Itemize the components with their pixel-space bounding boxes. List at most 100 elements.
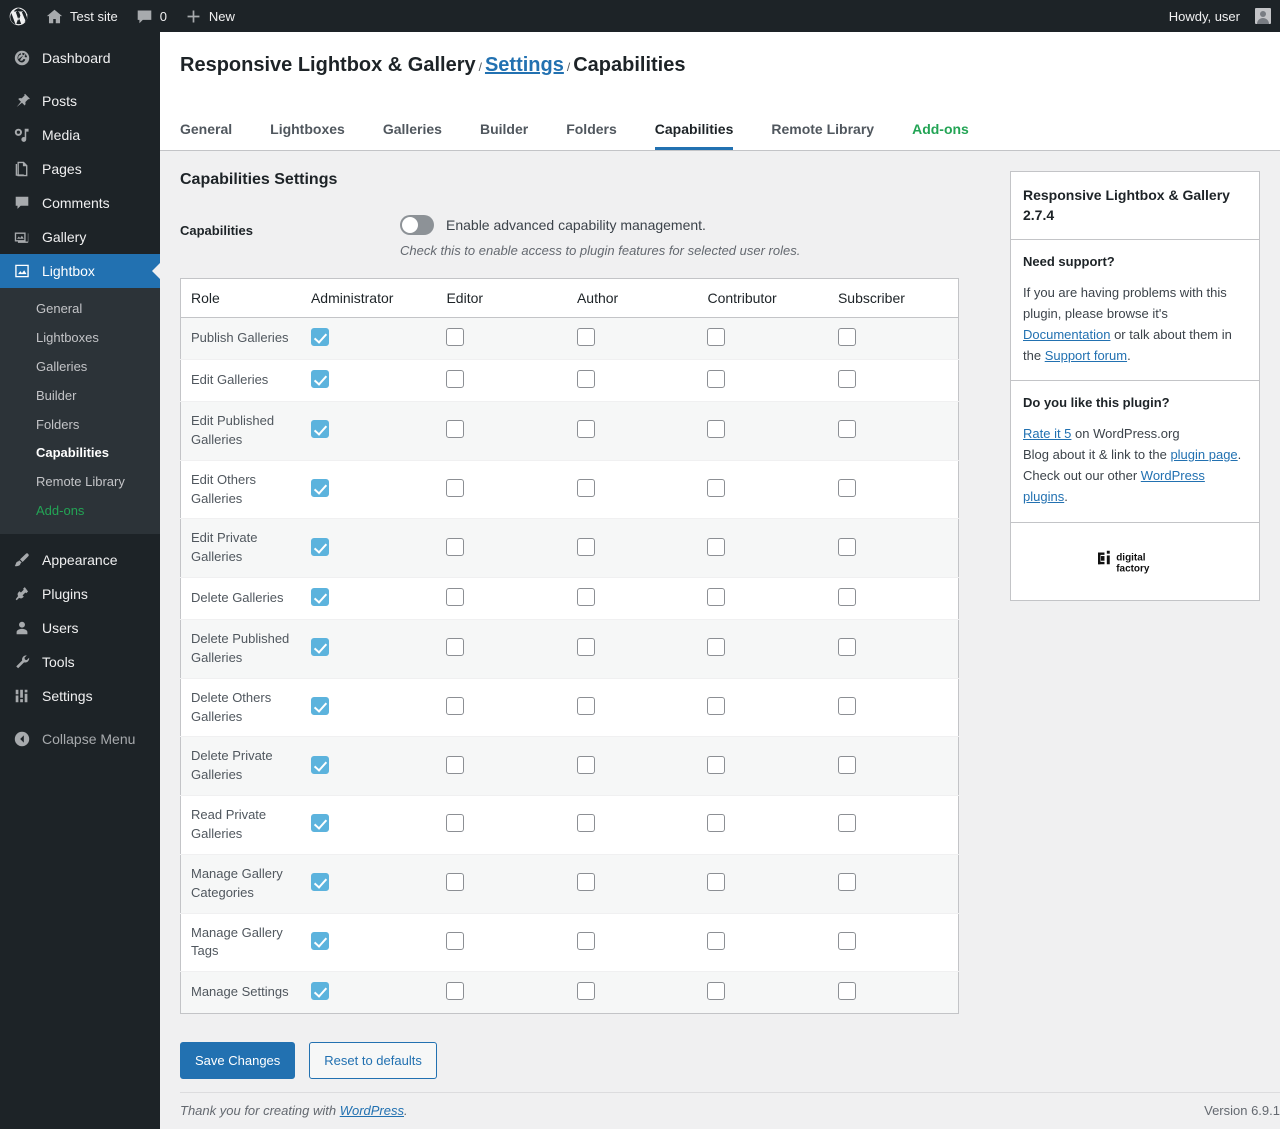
enable-advanced-capability-toggle[interactable] [400,215,434,235]
capability-checkbox-author[interactable] [576,931,595,950]
sidebar-item-tools[interactable]: Tools [0,645,160,679]
comments-menu[interactable]: 0 [127,0,176,32]
capability-checkbox-author[interactable] [576,588,595,607]
new-content-menu[interactable]: New [176,0,244,32]
capability-checkbox-contributor[interactable] [707,479,726,498]
sidebar-item-users[interactable]: Users [0,611,160,645]
capability-checkbox-administrator[interactable] [310,588,329,607]
documentation-link[interactable]: Documentation [1023,326,1111,342]
capability-checkbox-editor[interactable] [446,638,465,657]
tab-general[interactable]: General [180,121,233,137]
capability-checkbox-editor[interactable] [446,420,465,439]
capability-checkbox-contributor[interactable] [707,873,726,892]
capability-checkbox-author[interactable] [576,638,595,657]
save-changes-button[interactable]: Save Changes [180,1042,296,1080]
capability-checkbox-administrator[interactable] [310,982,329,1001]
collapse-menu-button[interactable]: Collapse Menu [0,722,160,756]
sidebar-item-pages[interactable]: Pages [0,152,160,186]
capability-checkbox-contributor[interactable] [707,328,726,346]
tab-folders[interactable]: Folders [566,121,617,137]
sidebar-item-appearance[interactable]: Appearance [0,543,160,577]
digital-factory-logo[interactable]: digital factory [1023,537,1247,586]
wordpress-plugins-link[interactable]: WordPress plugins [1023,467,1205,504]
capability-checkbox-contributor[interactable] [707,370,726,388]
capability-checkbox-administrator[interactable] [310,873,329,892]
capability-checkbox-subscriber[interactable] [837,588,856,607]
support-forum-link[interactable]: Support forum [1044,347,1128,363]
capability-checkbox-author[interactable] [576,814,595,833]
capability-checkbox-author[interactable] [576,479,595,498]
sidebar-item-dashboard[interactable]: Dashboard [0,41,160,75]
sidebar-item-settings[interactable]: Settings [0,679,160,713]
capability-checkbox-subscriber[interactable] [837,814,856,833]
capability-checkbox-subscriber[interactable] [837,697,856,716]
rate-it-link[interactable]: Rate it 5 [1023,426,1072,442]
tab-lightboxes[interactable]: Lightboxes [270,121,345,137]
capability-checkbox-editor[interactable] [446,814,465,833]
submenu-item-capabilities[interactable]: Capabilities [36,445,109,461]
capability-checkbox-editor[interactable] [446,931,465,950]
breadcrumb-settings-link[interactable]: Settings [484,54,564,76]
reset-to-defaults-button[interactable]: Reset to defaults [309,1042,437,1080]
capability-checkbox-administrator[interactable] [310,420,329,439]
capability-checkbox-subscriber[interactable] [837,873,856,892]
capability-checkbox-author[interactable] [576,982,595,1001]
capability-checkbox-subscriber[interactable] [837,638,856,657]
capability-checkbox-administrator[interactable] [310,537,329,556]
capability-checkbox-contributor[interactable] [707,697,726,716]
my-account-menu[interactable]: Howdy, user [1160,0,1280,32]
submenu-item-general[interactable]: General [36,301,83,316]
capability-checkbox-editor[interactable] [446,588,465,607]
capability-checkbox-editor[interactable] [446,697,465,716]
sidebar-item-comments[interactable]: Comments [0,186,160,220]
capability-checkbox-subscriber[interactable] [837,931,856,950]
capability-checkbox-editor[interactable] [446,479,465,498]
capability-checkbox-administrator[interactable] [310,328,329,346]
capability-checkbox-contributor[interactable] [707,588,726,607]
submenu-item-remote-library[interactable]: Remote Library [36,474,125,490]
capability-checkbox-contributor[interactable] [707,420,726,439]
capability-checkbox-subscriber[interactable] [837,982,856,1001]
wordpress-link[interactable]: WordPress [339,1103,404,1118]
capability-checkbox-administrator[interactable] [310,479,329,498]
capability-checkbox-contributor[interactable] [707,537,726,556]
capability-checkbox-editor[interactable] [446,755,465,774]
submenu-item-lightboxes[interactable]: Lightboxes [36,329,99,345]
submenu-item-galleries[interactable]: Galleries [36,358,88,374]
tab-builder[interactable]: Builder [479,121,529,137]
capability-checkbox-author[interactable] [576,873,595,892]
capability-checkbox-administrator[interactable] [310,697,329,716]
capability-checkbox-subscriber[interactable] [837,420,856,439]
capability-checkbox-administrator[interactable] [310,638,329,657]
plugin-page-link[interactable]: plugin page [1170,447,1238,463]
capability-checkbox-editor[interactable] [446,873,465,892]
capability-checkbox-editor[interactable] [446,370,465,388]
capability-checkbox-author[interactable] [576,328,595,346]
capability-checkbox-administrator[interactable] [310,931,329,950]
capability-checkbox-author[interactable] [576,420,595,439]
capability-checkbox-subscriber[interactable] [837,370,856,388]
capability-checkbox-editor[interactable] [446,982,465,1001]
wp-logo-menu[interactable] [0,0,37,32]
capability-checkbox-contributor[interactable] [707,982,726,1001]
sidebar-item-posts[interactable]: Posts [0,84,160,118]
capability-checkbox-subscriber[interactable] [837,755,856,774]
capability-checkbox-contributor[interactable] [707,931,726,950]
sidebar-item-lightbox[interactable]: Lightbox [0,254,160,288]
sidebar-item-plugins[interactable]: Plugins [0,577,160,611]
capability-checkbox-contributor[interactable] [707,814,726,833]
submenu-item-add-ons[interactable]: Add-ons [36,503,85,519]
capability-checkbox-contributor[interactable] [707,638,726,657]
capability-checkbox-author[interactable] [576,697,595,716]
submenu-item-folders[interactable]: Folders [36,416,80,432]
submenu-item-builder[interactable]: Builder [36,387,77,403]
capability-checkbox-subscriber[interactable] [837,479,856,498]
capability-checkbox-administrator[interactable] [310,814,329,833]
capability-checkbox-contributor[interactable] [707,755,726,774]
capability-checkbox-editor[interactable] [446,537,465,556]
capability-checkbox-author[interactable] [576,537,595,556]
capability-checkbox-author[interactable] [576,755,595,774]
tab-remote-library[interactable]: Remote Library [771,121,875,137]
capability-checkbox-subscriber[interactable] [837,328,856,346]
capability-checkbox-author[interactable] [576,370,595,388]
